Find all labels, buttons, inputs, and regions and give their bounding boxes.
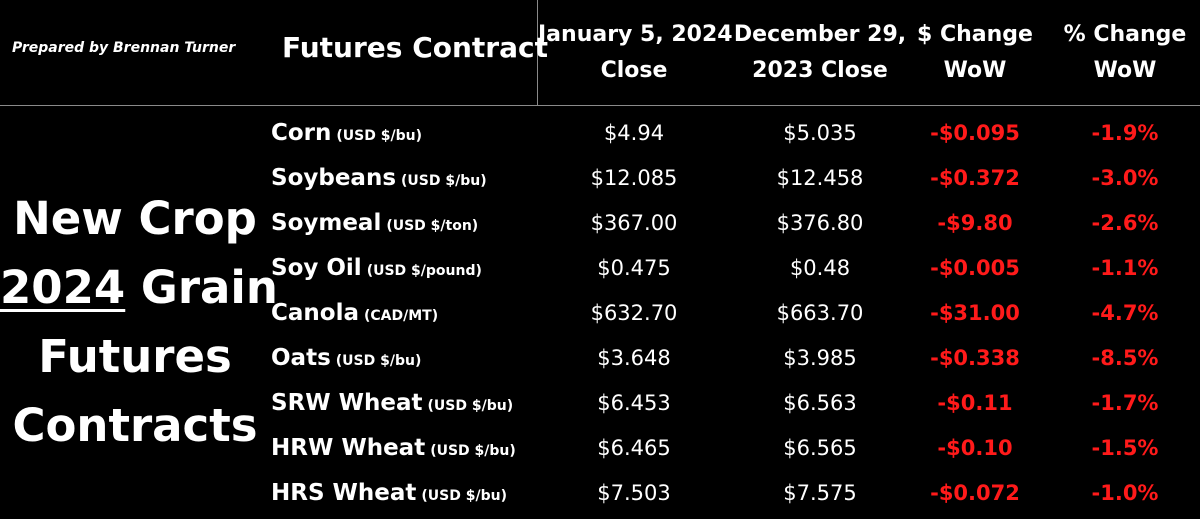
header-dollar-change-line1: $ Change [917,22,1033,47]
dec29-close-value: $6.565 [783,436,857,460]
dollar-change-value: -$0.095 [930,121,1020,145]
table-row: Soy Oil (USD $/pound) $0.475 $0.48 -$0.00… [0,246,1200,291]
header-dec29-close: December 29, 2023 Close [730,17,910,89]
dec29-close-value: $663.70 [776,301,864,325]
header-jan5-line2: Close [600,58,668,83]
contract-name: Oats [271,345,331,371]
table-row: Soymeal (USD $/ton) $367.00 $376.80 -$9.8… [0,201,1200,246]
table-row: Oats (USD $/bu) $3.648 $3.985 -$0.338 -8.… [0,336,1200,381]
contract-name: HRS Wheat [271,480,417,506]
dec29-close-value: $3.985 [783,346,857,370]
contract-unit: (USD $/bu) [336,128,422,144]
jan5-close-value: $6.453 [597,391,671,415]
jan5-close-value: $7.503 [597,481,671,505]
contract-name-cell: Soybeans (USD $/bu) [271,156,487,204]
dollar-change-value: -$0.372 [930,166,1020,190]
percent-change-value: -4.7% [1091,301,1159,325]
jan5-close-value: $0.475 [597,256,671,280]
header-dollar-change-line2: WoW [943,58,1007,83]
contract-name-cell: Soymeal (USD $/ton) [271,201,478,249]
dec29-close-value: $376.80 [776,211,864,235]
jan5-close-value: $12.085 [590,166,678,190]
contract-name: Soymeal [271,210,382,236]
table-row: HRS Wheat (USD $/bu) $7.503 $7.575 -$0.07… [0,471,1200,516]
table-row: Soybeans (USD $/bu) $12.085 $12.458 -$0.3… [0,156,1200,201]
percent-change-value: -8.5% [1091,346,1159,370]
header-percent-change: % Change WoW [1055,17,1195,89]
title-line-2: 2024 Grain [0,253,278,322]
contract-name-cell: HRW Wheat (USD $/bu) [271,426,516,474]
table-row: SRW Wheat (USD $/bu) $6.453 $6.563 -$0.11… [0,381,1200,426]
dollar-change-value: -$0.10 [937,436,1013,460]
jan5-close-value: $3.648 [597,346,671,370]
dollar-change-value: -$0.005 [930,256,1020,280]
jan5-close-value: $6.465 [597,436,671,460]
dollar-change-value: -$0.11 [937,391,1013,415]
contract-unit: (USD $/ton) [386,218,479,234]
header-divider [0,105,1200,106]
dollar-change-value: -$0.338 [930,346,1020,370]
contract-name-cell: Corn (USD $/bu) [271,111,422,159]
contract-name-cell: Oats (USD $/bu) [271,336,421,384]
prepared-by-credit: Prepared by Brennan Turner [12,40,236,56]
jan5-close-value: $367.00 [590,211,678,235]
dec29-close-value: $5.035 [783,121,857,145]
contract-name: Canola [271,300,359,326]
percent-change-value: -1.9% [1091,121,1159,145]
contract-unit: (USD $/bu) [430,443,516,459]
header-dollar-change: $ Change WoW [910,17,1040,89]
dec29-close-value: $7.575 [783,481,857,505]
contract-unit: (USD $/bu) [421,488,507,504]
header-jan5-close: January 5, 2024 Close [538,17,733,89]
header-vertical-divider [537,0,538,105]
percent-change-value: -1.1% [1091,256,1159,280]
contract-name: Corn [271,120,332,146]
dollar-change-value: -$31.00 [930,301,1020,325]
table-row: Canola (CAD/MT) $632.70 $663.70 -$31.00 -… [0,291,1200,336]
header-dec29-line1: December 29, [733,22,907,47]
contract-unit: (CAD/MT) [363,308,439,324]
header-jan5-line1: January 5, 2024 [538,22,733,47]
contract-name: HRW Wheat [271,435,426,461]
title-line-4: Contracts [12,399,258,452]
dec29-close-value: $6.563 [783,391,857,415]
header-percent-change-line2: WoW [1093,58,1157,83]
contract-name-cell: HRS Wheat (USD $/bu) [271,471,507,519]
jan5-close-value: $632.70 [590,301,678,325]
percent-change-value: -1.7% [1091,391,1159,415]
contract-unit: (USD $/bu) [335,353,422,369]
contract-name-cell: SRW Wheat (USD $/bu) [271,381,513,429]
dollar-change-value: -$9.80 [937,211,1013,235]
jan5-close-value: $4.94 [603,121,665,145]
header-percent-change-line1: % Change [1063,22,1187,47]
table-row: HRW Wheat (USD $/bu) $6.465 $6.565 -$0.10… [0,426,1200,471]
contract-unit: (USD $/bu) [427,398,514,414]
contract-unit: (USD $/pound) [366,263,482,279]
contract-name-cell: Canola (CAD/MT) [271,291,438,339]
table-row: Corn (USD $/bu) $4.94 $5.035 -$0.095 -1.9… [0,111,1200,156]
contract-name: Soybeans [271,165,397,191]
title-year: 2024 [0,261,126,314]
contract-unit: (USD $/bu) [401,173,487,189]
title-line-1: New Crop [13,192,257,245]
contract-name: SRW Wheat [271,390,423,416]
dollar-change-value: -$0.072 [930,481,1020,505]
header-futures-contract: Futures Contract [282,31,548,64]
header-dec29-line2: 2023 Close [752,58,888,83]
contract-name-cell: Soy Oil (USD $/pound) [271,246,482,294]
dec29-close-value: $12.458 [776,166,864,190]
page-title: New Crop 2024 Grain Futures Contracts [0,184,278,460]
contract-name: Soy Oil [271,255,362,281]
title-line-3: Futures [38,330,232,383]
table-body: Corn (USD $/bu) $4.94 $5.035 -$0.095 -1.9… [0,111,1200,516]
dec29-close-value: $0.48 [789,256,851,280]
percent-change-value: -2.6% [1091,211,1159,235]
percent-change-value: -1.5% [1091,436,1159,460]
percent-change-value: -1.0% [1091,481,1159,505]
percent-change-value: -3.0% [1091,166,1159,190]
title-line-2-rest: Grain [125,261,278,314]
